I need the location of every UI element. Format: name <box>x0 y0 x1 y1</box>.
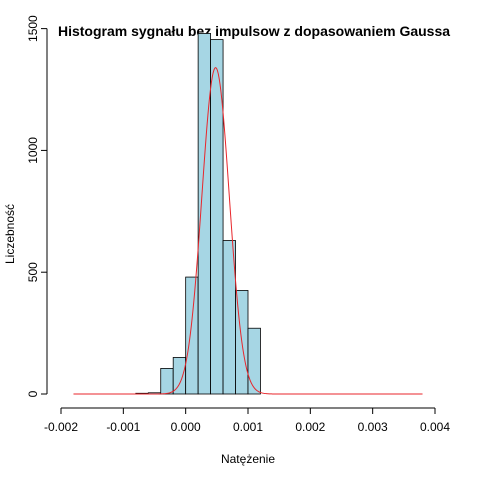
y-tick-label: 0 <box>26 390 40 397</box>
y-axis-label: Liczebność <box>3 204 17 264</box>
x-tick-label: -0.002 <box>44 420 78 434</box>
chart-title: Histogram sygnału bez impulsow z dopasow… <box>58 23 450 39</box>
histogram-bar <box>247 327 261 395</box>
y-axis: 0 500 1000 1500 <box>26 15 48 397</box>
histogram-bar <box>172 357 187 395</box>
y-tick-label: 1000 <box>26 137 40 164</box>
x-tick-label: 0.003 <box>358 420 388 434</box>
histogram-bar <box>185 276 199 395</box>
gaussian-fit-curve <box>73 66 423 395</box>
x-tick-label: 0.001 <box>233 420 263 434</box>
y-tick-label: 500 <box>26 262 40 282</box>
histogram-bar <box>210 39 224 395</box>
x-tick-label: 0.002 <box>295 420 325 434</box>
x-tick-label: 0.000 <box>171 420 201 434</box>
y-tick-label: 1500 <box>26 15 40 42</box>
x-axis: -0.002 -0.001 0.000 0.001 0.002 0.003 0.004 <box>44 407 450 434</box>
histogram-bar <box>160 368 174 395</box>
x-tick-label: -0.001 <box>106 420 140 434</box>
histogram-bar <box>197 33 211 395</box>
x-axis-label: Natężenie <box>221 452 275 466</box>
x-tick-label: 0.004 <box>420 420 450 434</box>
